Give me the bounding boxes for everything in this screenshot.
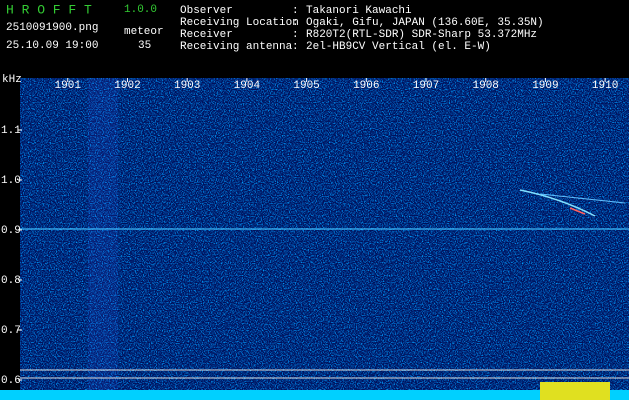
y-tick-label: 1.1 (1, 125, 21, 137)
y-tick-label: 0.6 (1, 375, 21, 387)
x-tick-label: 1902 (114, 80, 140, 92)
level-peak (540, 382, 610, 400)
y-tick-label: 0.7 (1, 325, 21, 337)
x-tick-label: 1906 (353, 80, 379, 92)
x-tick-label: 1901 (55, 80, 82, 92)
field-separator: : (292, 29, 299, 41)
field-value: Ogaki, Gifu, JAPAN (136.60E, 35.35N) (306, 17, 544, 29)
x-tick-label: 1908 (473, 80, 499, 92)
x-tick-label: 1909 (532, 80, 558, 92)
field-label: Receiver (180, 29, 233, 41)
mode: meteor (124, 26, 164, 38)
x-tick-label: 1904 (234, 80, 261, 92)
field-label: Observer (180, 5, 233, 17)
count: 35 (138, 40, 151, 52)
spectrogram-noise (20, 78, 629, 395)
x-tick-label: 1905 (293, 80, 319, 92)
field-value: Takanori Kawachi (306, 5, 412, 17)
app-name: H R O F F T (6, 2, 92, 17)
field-label: Receiving antenna (180, 41, 293, 53)
field-separator: : (292, 5, 299, 17)
meteor-echo (539, 193, 626, 204)
y-tick-label: 0.8 (1, 275, 21, 287)
x-tick-label: 1903 (174, 80, 200, 92)
meteor-echo (569, 207, 586, 215)
field-separator: : (292, 41, 299, 53)
field-value: 2el-HB9CV Vertical (el. E-W) (306, 41, 491, 53)
timestamp: 25.10.09 19:00 (6, 40, 98, 52)
meteor-echo (519, 189, 596, 217)
y-tick-label: 1.0 (1, 175, 21, 187)
noise-band (88, 78, 118, 395)
y-axis-label: kHz (2, 74, 22, 86)
field-label: Receiving Location (180, 17, 299, 29)
field-value: R820T2(RTL-SDR) SDR-Sharp 53.372MHz (306, 29, 537, 41)
x-tick-label: 1910 (592, 80, 618, 92)
level-bar (0, 390, 629, 400)
field-separator: : (292, 17, 299, 29)
y-tick-label: 0.9 (1, 225, 21, 237)
file-name: 2510091900.png (6, 22, 98, 34)
x-tick-label: 1907 (413, 80, 439, 92)
info-fields: Observer: Takanori Kawachi Receiving Locat… (180, 5, 544, 53)
app-version: 1.0.0 (124, 4, 157, 16)
